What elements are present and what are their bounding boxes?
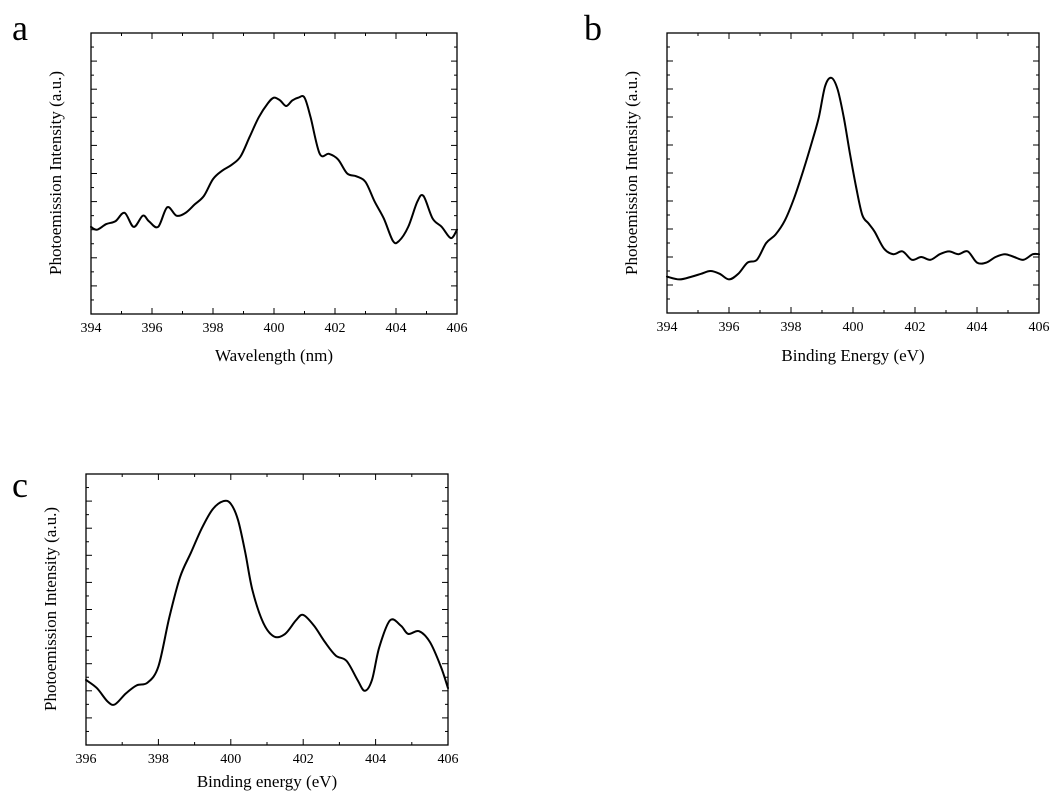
- x-tick-label: 404: [386, 321, 407, 336]
- data-line-a: [90, 95, 458, 245]
- data-line-c: [85, 499, 449, 706]
- x-tick-label: 406: [1029, 320, 1050, 335]
- x-tick-label: 398: [148, 752, 169, 767]
- x-axis-title-b: Binding Energy (eV): [781, 346, 924, 365]
- x-tick-label: 404: [967, 320, 988, 335]
- x-axis-title-c: Binding energy (eV): [197, 772, 337, 791]
- x-tick-label: 396: [719, 320, 740, 335]
- x-tick-labels-c: 396 398 400 402 404 406: [76, 752, 459, 767]
- plot-frame-a: [90, 32, 458, 315]
- plot-frame-c: [85, 473, 449, 746]
- x-axis-title-a: Wavelength (nm): [215, 346, 333, 365]
- x-tick-label: 400: [220, 752, 241, 767]
- panel-letter-b: b: [584, 8, 602, 48]
- x-tick-label: 394: [81, 321, 102, 336]
- chart-panel-b: b 394 396 398 400 402 404 406 Binding Energy (…: [584, 8, 1050, 365]
- y-axis-title-b: Photoemission Intensity (a.u.): [622, 71, 641, 275]
- axis-ticks-a: [90, 33, 458, 314]
- data-line-b: [666, 76, 1040, 281]
- x-tick-label: 406: [447, 321, 468, 336]
- x-tick-label: 398: [203, 321, 224, 336]
- x-tick-label: 402: [905, 320, 926, 335]
- x-tick-label: 396: [76, 752, 97, 767]
- x-tick-label: 406: [438, 752, 459, 767]
- panel-letter-a: a: [12, 8, 28, 48]
- chart-panel-c: c 396 398 400 402 404 406 Binding energy (eV)…: [12, 465, 459, 791]
- x-tick-labels-a: 394 396 398 400 402 404 406: [81, 321, 468, 336]
- x-tick-label: 398: [781, 320, 802, 335]
- axis-ticks-c: [85, 474, 449, 745]
- x-tick-label: 400: [264, 321, 285, 336]
- x-tick-label: 396: [142, 321, 163, 336]
- x-tick-label: 394: [657, 320, 678, 335]
- x-tick-label: 404: [365, 752, 386, 767]
- y-axis-title-c: Photoemission Intensity (a.u.): [41, 507, 60, 711]
- axis-ticks-b: [666, 33, 1040, 313]
- x-tick-label: 402: [293, 752, 314, 767]
- x-tick-labels-b: 394 396 398 400 402 404 406: [657, 320, 1050, 335]
- panel-letter-c: c: [12, 465, 28, 505]
- chart-panel-a: a 394 396 398 400 402 404 406 Wavelength (nm) …: [12, 8, 468, 365]
- x-tick-label: 402: [325, 321, 346, 336]
- x-tick-label: 400: [843, 320, 864, 335]
- y-axis-title-a: Photoemission Intensity (a.u.): [46, 71, 65, 275]
